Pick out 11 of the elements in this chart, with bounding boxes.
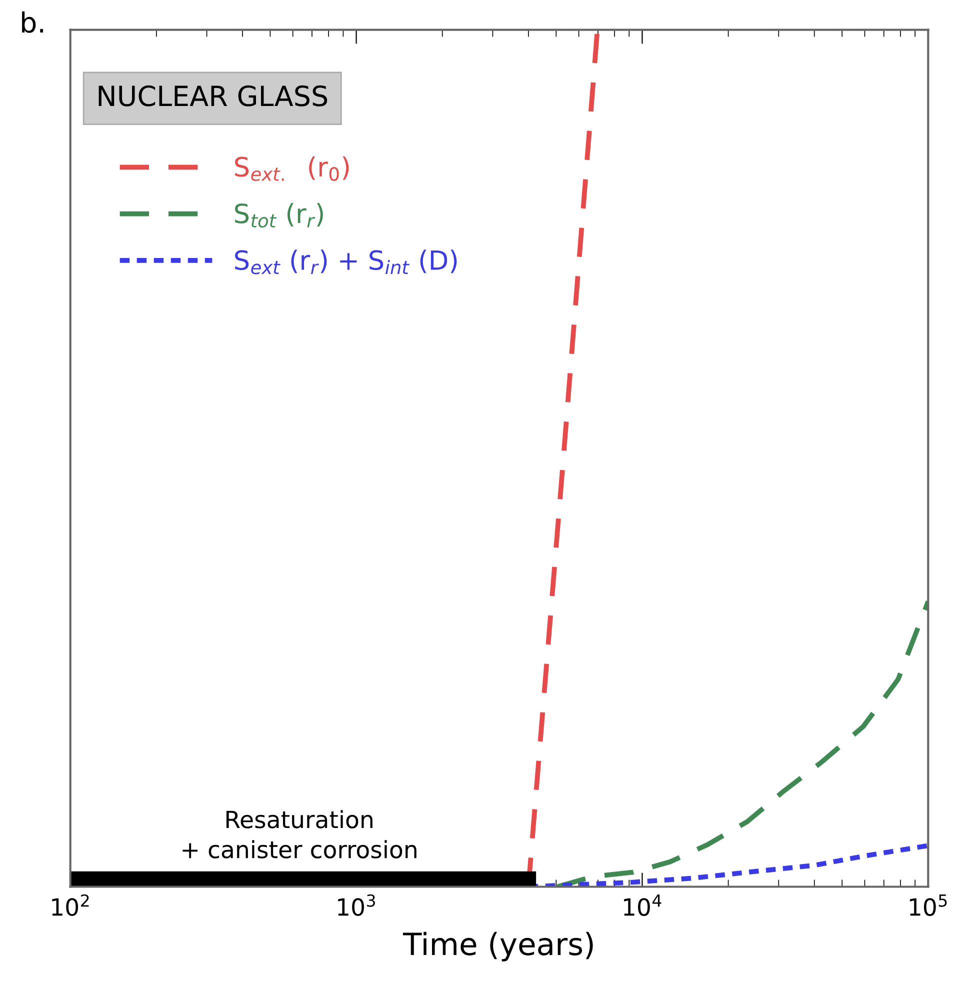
x-tick-label: 10$^{2}$ xyxy=(52,894,89,916)
text: b. xyxy=(22,11,44,33)
annotation: NUCLEAR GLASS xyxy=(98,85,328,106)
text: S$_{ext.}$ (r$_{0}$) xyxy=(235,156,349,181)
x-axis-title: Time (years) xyxy=(402,932,593,962)
legend-label: S$_{ext}$ (r$_{r}$) + S$_{int}$ (D) xyxy=(235,250,457,274)
legend-label: S$_{tot}$ (r$_{r}$) xyxy=(235,203,323,228)
annotation: Resaturation + canister corrosion xyxy=(182,810,416,858)
x-tick-label: 10$^{4}$ xyxy=(624,894,662,916)
x-tick-label: 10$^{3}$ xyxy=(338,894,375,916)
x-tick-label: 10$^{5}$ xyxy=(910,894,947,916)
